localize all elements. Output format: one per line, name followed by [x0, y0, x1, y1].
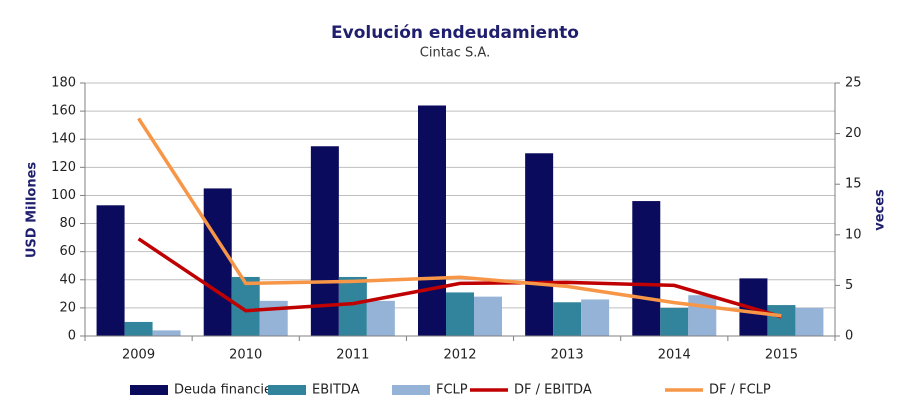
- y2-tick-label: 20: [845, 126, 862, 141]
- bar: [152, 330, 181, 336]
- y-tick-label: 180: [51, 76, 76, 91]
- y-tick-label: 60: [59, 244, 76, 259]
- chart-title: Evolución endeudamiento: [331, 23, 579, 43]
- y2-tick-label: 15: [845, 177, 862, 192]
- x-tick-label: 2010: [229, 348, 262, 363]
- bar: [795, 307, 824, 336]
- legend-swatch: [130, 385, 168, 395]
- y-tick-label: 80: [59, 216, 76, 231]
- x-tick-label: 2014: [658, 348, 691, 363]
- y-axis-label: USD Millones: [25, 162, 40, 259]
- legend-label: DF / FCLP: [709, 383, 771, 398]
- chart-subtitle: Cintac S.A.: [420, 46, 490, 61]
- x-tick-label: 2013: [551, 348, 584, 363]
- bar: [366, 300, 395, 336]
- line-series: [137, 237, 782, 319]
- y-tick-label: 140: [51, 132, 76, 147]
- bar: [581, 299, 610, 336]
- y2-tick-label: 0: [845, 329, 853, 344]
- x-tick-label: 2015: [765, 348, 798, 363]
- legend-swatch: [392, 385, 430, 395]
- bar: [96, 205, 125, 336]
- x-tick-label: 2012: [443, 348, 476, 363]
- bar: [632, 201, 661, 336]
- legend-label: EBITDA: [312, 383, 360, 398]
- y-tick-label: 100: [51, 188, 76, 203]
- legend-swatch: [268, 385, 306, 395]
- bar: [124, 321, 153, 336]
- bar: [259, 300, 288, 336]
- bar: [418, 105, 446, 336]
- legend-label: FCLP: [436, 383, 468, 398]
- bar: [231, 276, 260, 336]
- bar: [767, 305, 796, 336]
- y-tick-label: 160: [51, 104, 76, 119]
- bar: [553, 302, 582, 336]
- y-tick-label: 0: [68, 329, 76, 344]
- bar: [474, 296, 502, 336]
- bar: [203, 188, 232, 336]
- y2-tick-label: 10: [845, 227, 862, 242]
- line-series: [137, 117, 782, 318]
- y-tick-label: 120: [51, 160, 76, 175]
- y-tick-label: 40: [59, 272, 76, 287]
- legend-label: Deuda financiera: [174, 383, 285, 398]
- y2-tick-label: 25: [845, 76, 862, 91]
- x-tick-label: 2009: [122, 348, 155, 363]
- bar: [446, 292, 474, 336]
- bar: [338, 276, 367, 336]
- y-tick-label: 20: [59, 300, 76, 315]
- x-tick-label: 2011: [336, 348, 369, 363]
- legend-label: DF / EBITDA: [514, 383, 592, 398]
- y2-axis-label: veces: [873, 189, 888, 231]
- bar: [688, 295, 717, 336]
- y2-tick-label: 5: [845, 278, 853, 293]
- bar: [525, 153, 554, 336]
- bar: [660, 307, 689, 336]
